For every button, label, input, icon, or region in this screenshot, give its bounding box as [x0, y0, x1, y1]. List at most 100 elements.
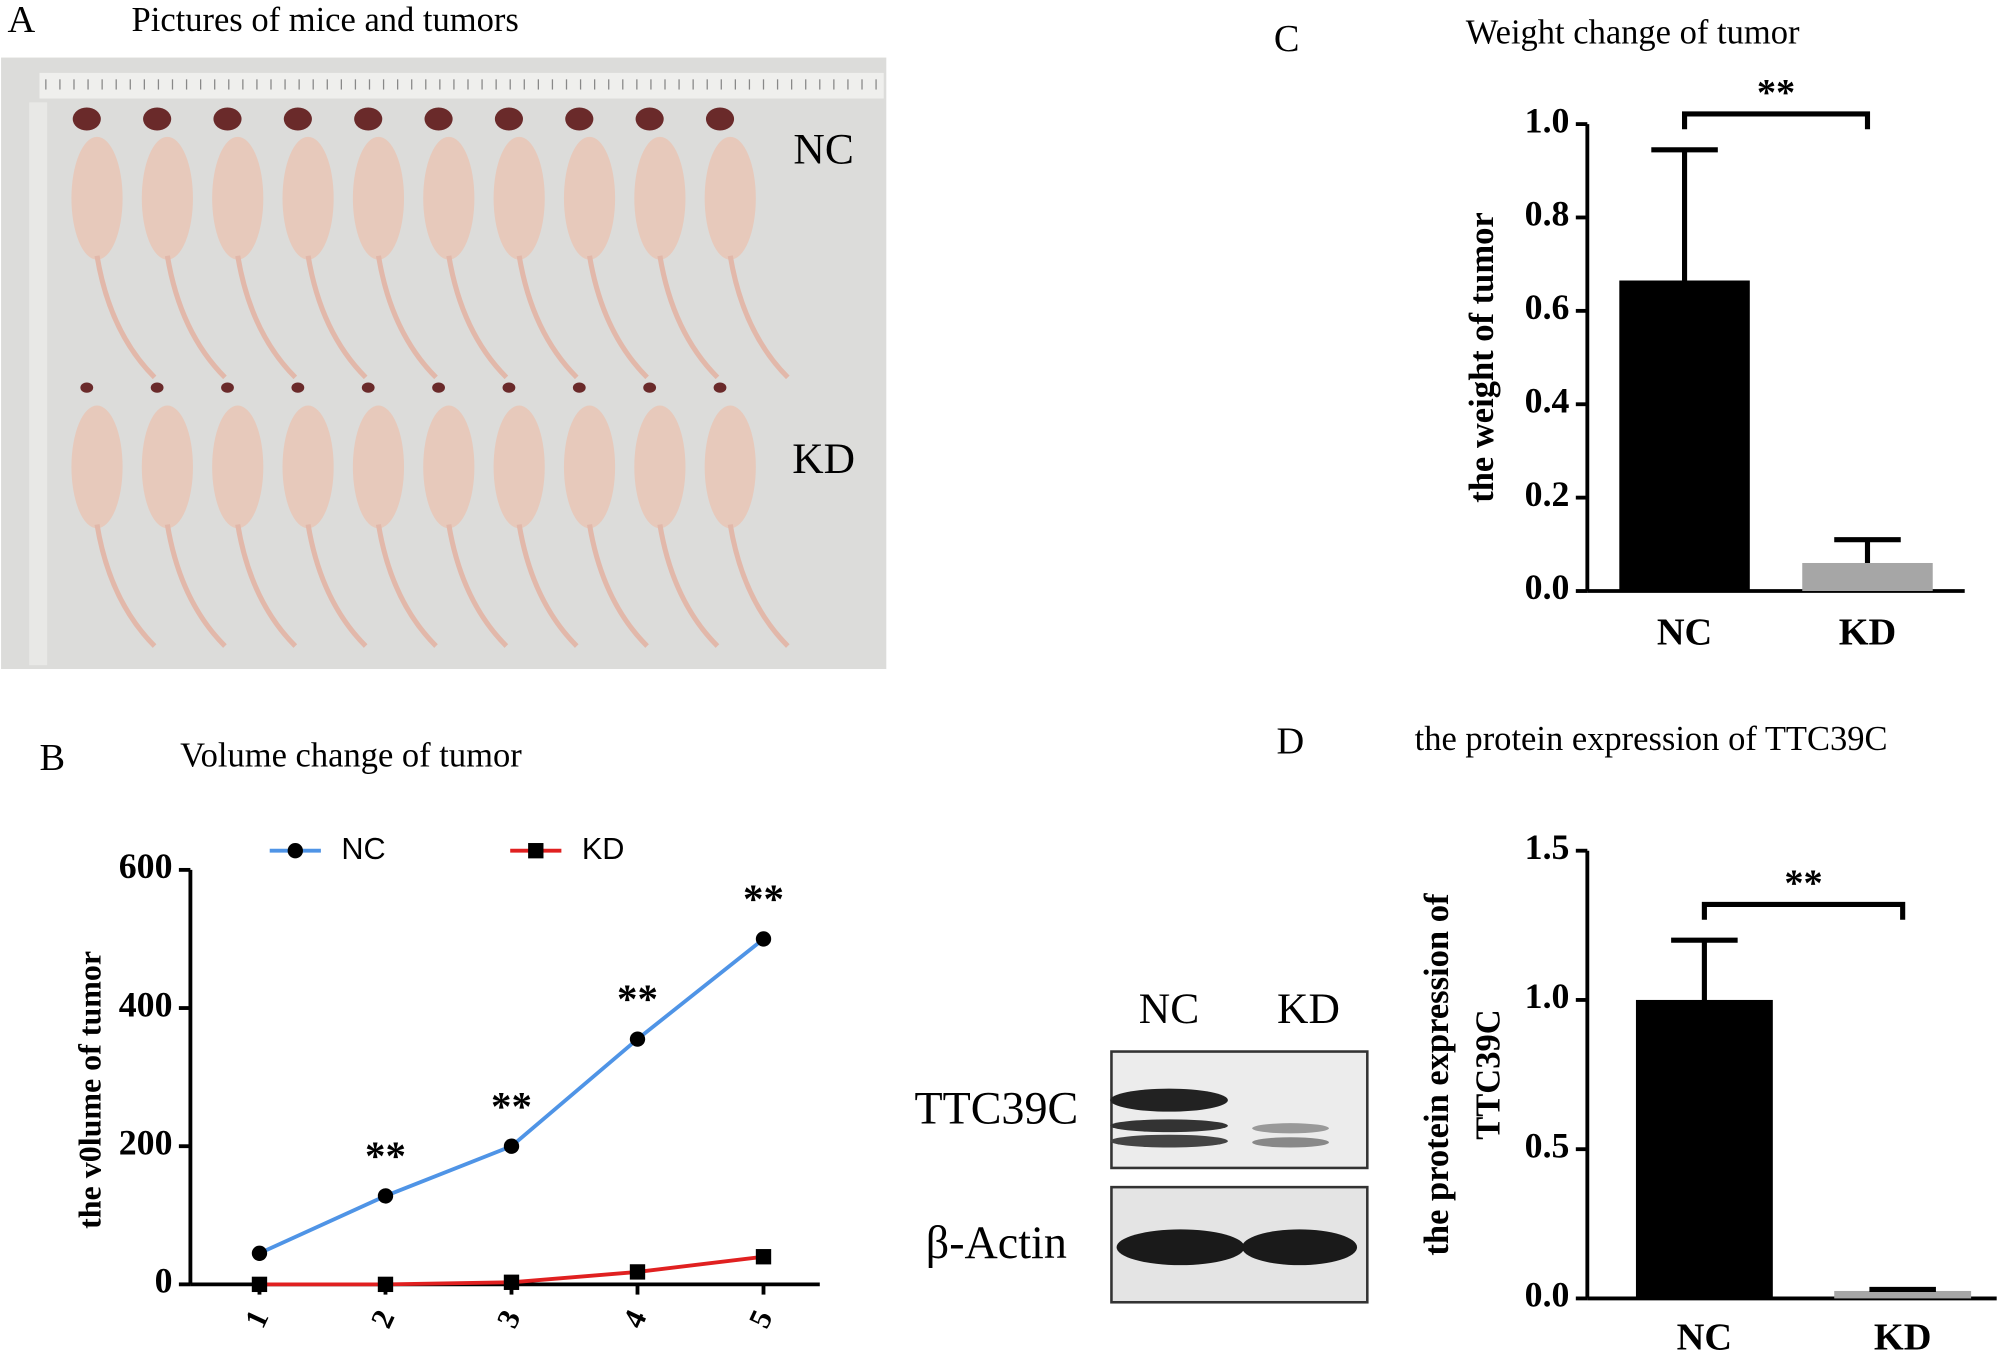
marker [377, 1188, 394, 1204]
lane-label: KD [1277, 985, 1340, 1033]
marker [251, 1245, 268, 1261]
tumor [705, 107, 735, 131]
tail [727, 524, 790, 648]
y-tick-label: 0.5 [1525, 1125, 1570, 1165]
tumor [221, 382, 234, 393]
mouse [423, 136, 475, 260]
mouse [212, 136, 264, 260]
mouse [141, 405, 193, 529]
significance-bracket [1681, 111, 1871, 130]
ruler [29, 102, 48, 666]
y-tick-label: 0.0 [1525, 567, 1570, 607]
tumor [361, 382, 375, 393]
tumor [291, 382, 305, 393]
y-axis-label: the v0lume of tumor [73, 951, 108, 1229]
mouse [282, 405, 334, 529]
tail [446, 255, 509, 380]
tumor [213, 107, 242, 131]
tail [516, 524, 579, 648]
tumor [502, 382, 516, 393]
western-blot [1110, 1050, 1369, 1304]
mouse [282, 136, 334, 260]
tumor [143, 107, 172, 131]
tumor [283, 107, 312, 131]
significance: ** [491, 1084, 532, 1129]
marker [503, 1138, 520, 1154]
mice-photo [1, 57, 887, 670]
mouse [71, 405, 123, 529]
marker [755, 1249, 772, 1265]
band [1252, 1137, 1329, 1148]
tail [587, 255, 649, 380]
tail [94, 524, 157, 648]
legend-marker [528, 843, 544, 859]
mouse [704, 405, 756, 529]
tail [235, 255, 298, 380]
mouse [634, 136, 686, 260]
bar [1635, 999, 1773, 1299]
y-tick-label: 600 [119, 846, 173, 886]
mouse [71, 136, 123, 260]
marker [755, 931, 772, 947]
tumor [643, 382, 657, 393]
mouse [563, 136, 616, 260]
tail [94, 255, 157, 380]
marker [629, 1031, 646, 1047]
panel-label: B [39, 737, 65, 779]
tumor [432, 382, 445, 393]
band-label: β-Actin [926, 1217, 1067, 1268]
x-tick-label: NC [1677, 1316, 1732, 1356]
bar [1834, 1290, 1972, 1299]
marker [503, 1274, 520, 1290]
error-bar [1671, 937, 1738, 1000]
y-axis-label: the protein expression of [1418, 893, 1456, 1256]
tail [657, 255, 720, 380]
band [1241, 1229, 1358, 1266]
bar [1802, 562, 1933, 592]
significance: ** [1757, 72, 1795, 114]
tail [305, 524, 368, 648]
x-tick-label: KD [1874, 1316, 1932, 1356]
y-tick-label: 1.0 [1525, 976, 1570, 1016]
tail [657, 524, 720, 648]
panel-label: D [1276, 720, 1304, 762]
y-axis-label: the weight of tumor [1463, 212, 1501, 502]
lane-label: NC [1139, 985, 1199, 1033]
tail [727, 255, 790, 380]
band-label: TTC39C [914, 1083, 1078, 1134]
significance: ** [1784, 862, 1822, 904]
bar [1619, 280, 1750, 592]
panel-label: C [1274, 18, 1300, 60]
tumor [572, 382, 586, 393]
y-tick-label: 1.5 [1525, 827, 1570, 867]
mouse [704, 136, 756, 260]
y-tick-label: 1.0 [1525, 100, 1570, 140]
significance: ** [365, 1134, 406, 1179]
ruler [39, 72, 884, 99]
y-tick-label: 200 [119, 1122, 173, 1162]
mouse [493, 405, 545, 529]
band [1110, 1134, 1228, 1148]
y-axis-label: TTC39C [1469, 1009, 1507, 1139]
band [1110, 1119, 1228, 1133]
tumor [72, 107, 101, 131]
row-label: NC [793, 125, 853, 173]
band [1252, 1123, 1329, 1134]
tumor [150, 382, 164, 393]
tumor [565, 107, 594, 131]
tumor [635, 107, 664, 131]
marker [629, 1264, 646, 1280]
marker [377, 1276, 394, 1293]
tumor [354, 107, 383, 131]
tumor [424, 107, 453, 131]
mouse [141, 136, 193, 260]
significance-bracket [1701, 901, 1906, 920]
y-tick-label: 0.2 [1525, 474, 1570, 514]
x-tick-label: KD [1839, 612, 1897, 654]
tail [164, 255, 227, 380]
error-bar [1869, 1286, 1936, 1293]
significance: ** [617, 977, 658, 1022]
tail [305, 255, 368, 380]
tumor [494, 107, 524, 131]
